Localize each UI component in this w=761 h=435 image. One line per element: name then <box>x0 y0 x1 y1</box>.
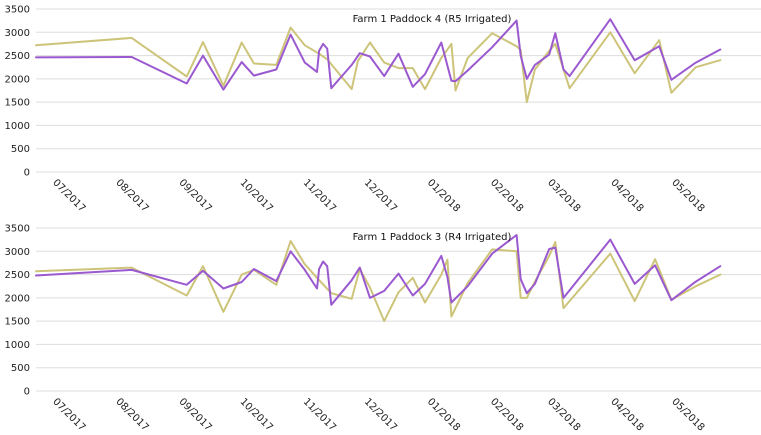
y-tick-label: 2000 <box>5 74 30 85</box>
x-tick-label: 04/2018 <box>608 396 645 433</box>
y-tick-label: 2500 <box>5 270 30 281</box>
y-tick-label: 2000 <box>5 293 30 304</box>
x-tick-label: 03/2018 <box>545 177 582 214</box>
x-tick-label: 08/2017 <box>113 396 150 433</box>
x-tick-label: 03/2018 <box>545 396 582 433</box>
y-tick-label: 500 <box>11 144 30 155</box>
y-tick-label: 500 <box>11 363 30 374</box>
x-tick-label: 04/2018 <box>608 177 645 214</box>
chart-panel-2: 0 500 1000 1500 2000 2500 3000 3500 07/2017 08/20… <box>5 224 761 433</box>
x-tick-label: 05/2018 <box>669 396 706 433</box>
x-tick-label: 09/2017 <box>176 177 213 214</box>
series-line-2 <box>35 18 722 91</box>
x-tick-label: 10/2017 <box>238 177 275 214</box>
y-tick-label: 3500 <box>5 224 30 235</box>
y-tick-label: 1500 <box>5 98 30 109</box>
y-tick-label: 3500 <box>5 5 30 16</box>
x-tick-label: 09/2017 <box>176 396 213 433</box>
x-tick-label: 07/2017 <box>50 396 87 433</box>
x-tick-label: 01/2018 <box>425 177 462 214</box>
x-tick-label: 11/2017 <box>301 177 338 214</box>
y-tick-label: 3000 <box>5 247 30 258</box>
x-tick-label: 02/2018 <box>488 396 525 433</box>
series-line-2 <box>35 234 722 306</box>
x-tick-label: 08/2017 <box>113 177 150 214</box>
series-line-1 <box>35 26 722 104</box>
y-tick-label: 1500 <box>5 317 30 328</box>
y-tick-label: 1000 <box>5 340 30 351</box>
y-tick-label: 2500 <box>5 51 30 62</box>
x-tick-label: 02/2018 <box>488 177 525 214</box>
y-tick-label: 0 <box>24 168 30 179</box>
x-tick-label: 05/2018 <box>669 177 706 214</box>
x-tick-label: 12/2017 <box>362 396 399 433</box>
y-tick-label: 3000 <box>5 28 30 39</box>
chart-title: Farm 1 Paddock 4 (R5 Irrigated) <box>353 14 512 25</box>
x-tick-label: 10/2017 <box>238 396 275 433</box>
y-tick-label: 1000 <box>5 121 30 132</box>
x-tick-label: 11/2017 <box>301 396 338 433</box>
chart-title: Farm 1 Paddock 3 (R4 Irrigated) <box>353 232 512 243</box>
x-tick-label: 12/2017 <box>362 177 399 214</box>
y-tick-label: 0 <box>24 387 30 398</box>
x-tick-label: 01/2018 <box>425 396 462 433</box>
chart-panel-1: 0 500 1000 1500 2000 2500 3000 3500 07/2017 08/20… <box>5 5 761 214</box>
x-tick-label: 07/2017 <box>50 177 87 214</box>
